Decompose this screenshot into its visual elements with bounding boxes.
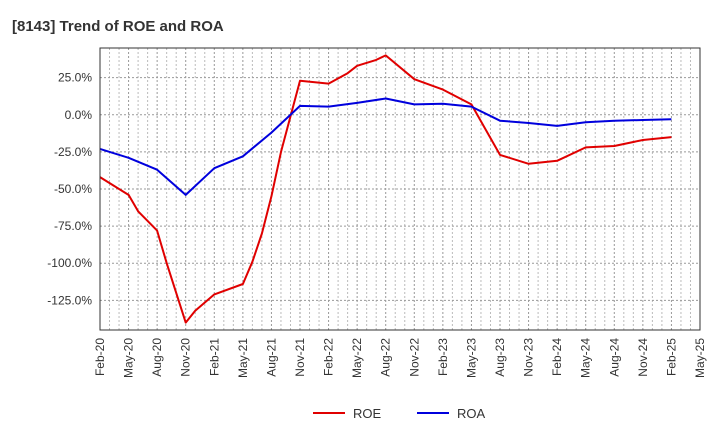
x-tick-label: Nov-21 (293, 338, 307, 377)
x-tick-label: Aug-23 (493, 338, 507, 377)
y-axis-tick-labels: 25.0% 0.0% -25.0% -50.0% -75.0% -100.0% -125.0… (47, 71, 92, 308)
roa-legend-label: ROA (457, 406, 486, 421)
x-tick-label: Aug-20 (150, 338, 164, 377)
x-tick-label: Aug-21 (264, 338, 278, 377)
x-tick-label: Nov-24 (636, 338, 650, 377)
x-tick-label: May-25 (693, 338, 707, 378)
y-tick-label: -75.0% (54, 219, 92, 233)
x-tick-label: Nov-23 (522, 338, 536, 377)
x-tick-label: Nov-22 (407, 338, 421, 377)
x-tick-label: Aug-24 (607, 338, 621, 377)
y-tick-label: -25.0% (54, 145, 92, 159)
x-tick-label: Feb-22 (322, 338, 336, 376)
x-tick-label: Feb-24 (550, 338, 564, 376)
x-tick-label: May-24 (579, 338, 593, 378)
x-tick-label: May-21 (236, 338, 250, 378)
x-tick-label: Aug-22 (379, 338, 393, 377)
x-tick-label: May-20 (122, 338, 136, 378)
roe-series-line (99, 54, 672, 324)
plot-area-frame (99, 47, 701, 331)
x-axis-tick-labels: Feb-20 May-20 Aug-20 Nov-20 Feb-21 May-21 Aug-… (93, 338, 707, 378)
x-tick-label: Feb-21 (207, 338, 221, 376)
chart-title: [8143] Trend of ROE and ROA (12, 18, 224, 35)
y-tick-label: 0.0% (65, 108, 93, 122)
roe-legend-label: ROE (353, 406, 382, 421)
y-tick-label: -50.0% (54, 182, 92, 196)
x-tick-label: Feb-25 (664, 338, 678, 376)
x-tick-label: Nov-20 (179, 338, 193, 377)
y-tick-label: -100.0% (47, 256, 92, 270)
x-tick-label: Feb-23 (436, 338, 450, 376)
y-tick-label: -125.0% (47, 293, 92, 307)
chart-legend: ROE ROA (313, 406, 486, 421)
x-tick-label: May-23 (464, 338, 478, 378)
chart-grid (99, 48, 701, 330)
y-tick-label: 25.0% (58, 71, 92, 85)
x-tick-label: May-22 (350, 338, 364, 378)
chart-series-lines (99, 54, 672, 324)
roa-series-line (99, 97, 672, 196)
x-tick-label: Feb-20 (93, 338, 107, 376)
